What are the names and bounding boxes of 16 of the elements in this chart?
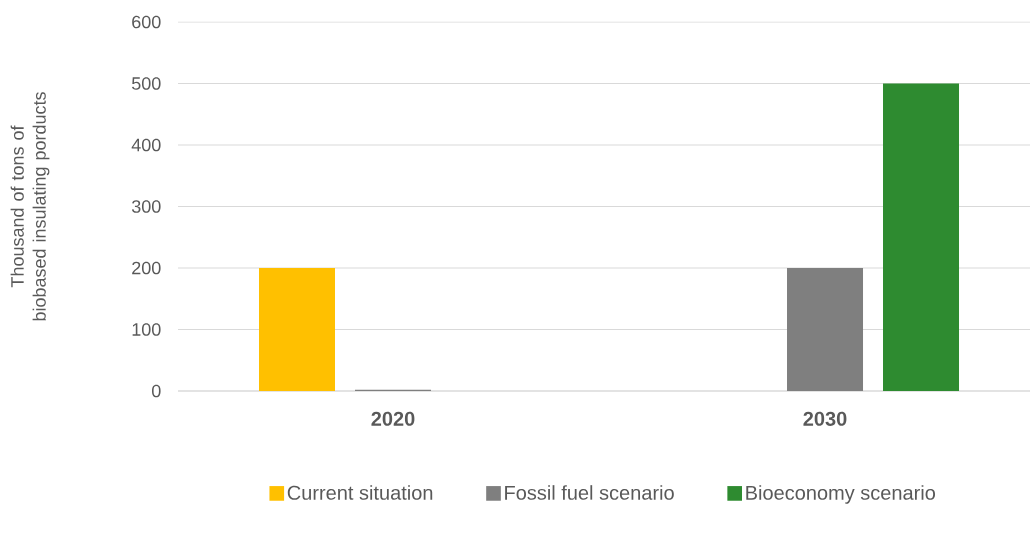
legend-label: Current situation [287, 485, 433, 500]
legend-label: Bioeconomy scenario [746, 485, 936, 504]
y-tick-label: 0 [151, 384, 161, 398]
bar [259, 268, 335, 391]
y-axis-title: Thousand of tons of biobased insulating porducts [10, 92, 50, 321]
bar [883, 83, 960, 391]
y-tick-label: 500 [131, 77, 161, 90]
x-tick-label: 2030 [803, 411, 847, 426]
bar [787, 268, 864, 391]
x-tick-label: 2020 [371, 411, 415, 426]
y-tick-label: 100 [132, 323, 161, 336]
y-tick-label: 400 [131, 138, 161, 152]
legend-label: Fossil fuel scenario [505, 485, 674, 500]
y-tick-label: 600 [132, 15, 161, 29]
y-tick-label: 300 [131, 200, 161, 213]
y-tick-label: 200 [132, 261, 161, 275]
